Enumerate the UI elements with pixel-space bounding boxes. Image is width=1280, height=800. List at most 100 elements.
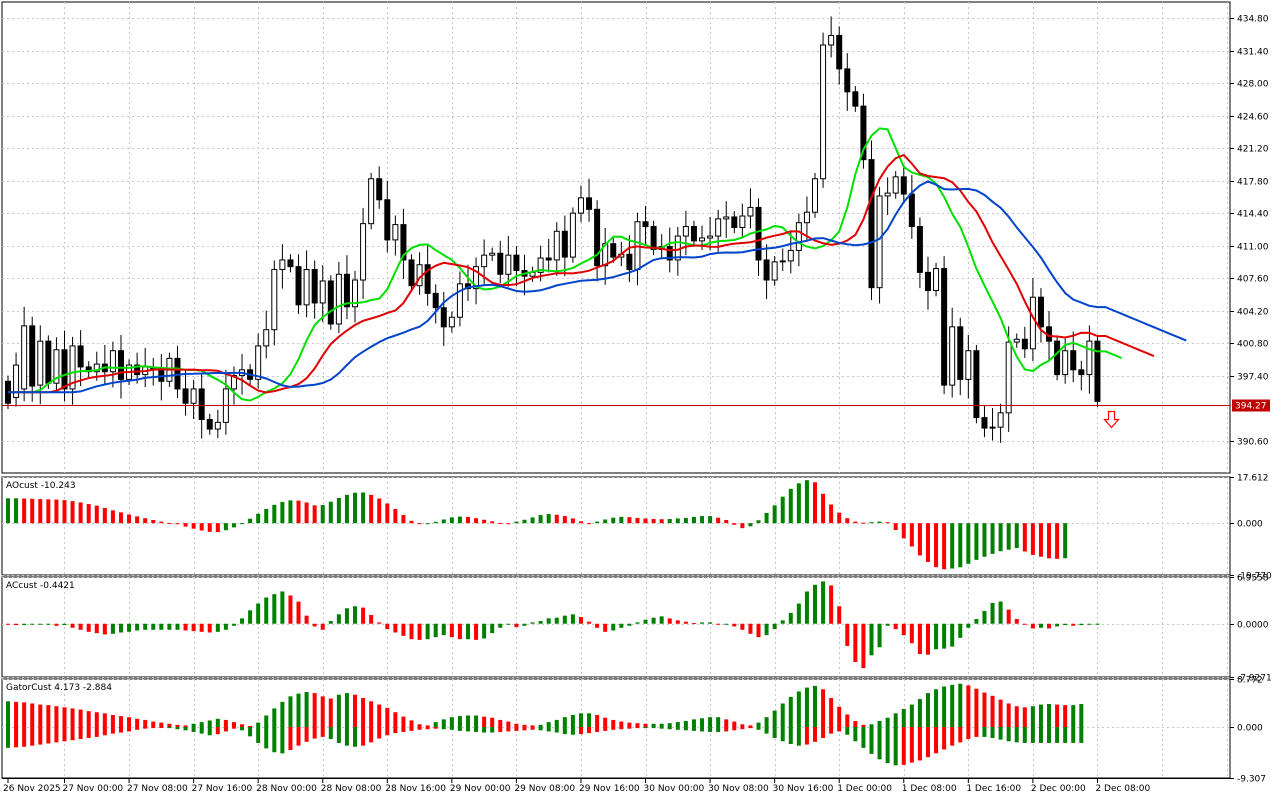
histogram-bar-down <box>385 503 390 524</box>
gator-bar-down <box>94 712 99 728</box>
chart-panels: 434.80 431.40 428.00 424.60 421.20 417.80 414.… <box>1 1 1272 785</box>
histogram-bar-down <box>449 623 454 638</box>
gator-bar-up <box>248 727 253 737</box>
histogram-bar-down <box>127 514 132 524</box>
histogram-bar-up <box>256 603 261 624</box>
histogram-bar-down <box>54 623 59 626</box>
gator-bar-down <box>934 727 939 754</box>
gator-bar-up <box>772 710 777 728</box>
gator-bar-down <box>966 727 971 740</box>
histogram-bar-down <box>94 623 99 634</box>
gator-bar-up <box>796 691 801 728</box>
y-tick-label: 434.80 <box>1237 15 1269 25</box>
histogram-bar-down <box>417 623 422 640</box>
histogram-bar-down <box>667 618 672 624</box>
histogram-bar-down <box>578 617 583 624</box>
histogram-bar-up <box>700 516 705 524</box>
gator-bar-up <box>587 713 592 728</box>
histogram-bar-down <box>716 623 721 625</box>
gator-bar-up <box>700 718 705 728</box>
gator-bar-down <box>813 727 817 742</box>
gator-bar-down <box>288 727 293 751</box>
gator-bar-up <box>183 727 188 731</box>
gator-bar-up <box>1006 727 1011 742</box>
gator-bar-up <box>570 714 575 728</box>
bear-candle <box>400 224 407 261</box>
panel-accust: 6.9558 0.0000 -7.9271 ACcust -0.4421 <box>1 574 1272 684</box>
gator-bar-down <box>861 724 866 728</box>
bull-candle <box>69 345 76 390</box>
bear-candle <box>844 68 851 93</box>
gator-bar-up <box>441 719 446 728</box>
gator-bar-down <box>46 727 51 744</box>
histogram-bar-up <box>877 521 882 524</box>
gator-bar-down <box>143 727 148 729</box>
histogram-bar-up <box>958 623 963 638</box>
histogram-bar-down <box>893 523 898 530</box>
bull-candle <box>739 215 746 228</box>
bear-candle <box>755 206 762 261</box>
gator-bar-down <box>62 727 67 742</box>
histogram-bar-up <box>248 518 253 524</box>
y-tick-label: 424.60 <box>1237 113 1269 123</box>
histogram-bar-down <box>102 507 107 524</box>
bear-candle <box>61 349 68 390</box>
histogram-bar-up <box>788 488 793 524</box>
gator-bar-up <box>215 718 220 728</box>
histogram-bar-down <box>183 623 188 631</box>
bear-candle <box>545 257 552 261</box>
histogram-bar-up <box>635 622 640 624</box>
gator-bar-up <box>796 727 801 746</box>
gator-bar-up <box>813 685 817 728</box>
gator-bar-down <box>102 727 107 736</box>
candle <box>69 336 76 405</box>
gator-bar-down <box>804 727 809 745</box>
bull-candle <box>37 340 44 386</box>
gator-bar-down <box>304 727 309 742</box>
gator-bar-down <box>627 727 632 729</box>
gator-bar-down <box>627 722 632 728</box>
bear-candle <box>973 350 980 419</box>
bear-candle <box>924 271 931 292</box>
gator-bar-down <box>86 711 91 728</box>
histogram-bar-up <box>595 521 600 524</box>
gator-bar-down <box>361 698 366 728</box>
candle <box>916 217 923 289</box>
histogram-bar-down <box>110 510 115 524</box>
histogram-bar-up <box>425 623 430 640</box>
bull-candle <box>828 34 835 46</box>
histogram-bar-up <box>748 523 753 527</box>
histogram-bar-down <box>837 512 842 524</box>
y-tick-label: -7.9271 <box>1237 674 1272 684</box>
histogram-bar-up <box>651 617 656 624</box>
candle <box>295 254 302 314</box>
panel-frame <box>1 476 1231 576</box>
y-tick-label: 428.00 <box>1237 80 1269 90</box>
histogram-bar-down <box>312 505 317 524</box>
histogram-bar-down <box>925 523 930 562</box>
gator-bar-up <box>1071 705 1076 728</box>
bull-candle <box>505 254 512 275</box>
gator-bar-up <box>344 693 349 728</box>
candle <box>650 220 657 256</box>
gator-bar-down <box>248 725 253 728</box>
bull-candle <box>53 349 60 384</box>
bear-candle <box>868 159 875 289</box>
bear-candle <box>29 325 36 387</box>
gator-bar-down <box>506 721 511 728</box>
gator-bar-up <box>199 722 204 728</box>
histogram-bar-up <box>691 516 696 524</box>
candle <box>779 248 786 271</box>
bear-candle <box>1037 296 1044 328</box>
gator-bar-up <box>1063 727 1068 743</box>
gator-bar-up <box>667 727 672 730</box>
histogram-bar-down <box>643 518 648 524</box>
histogram-bar-up <box>659 616 664 624</box>
gator-bar-down <box>320 696 325 728</box>
histogram-bar-up <box>764 512 769 524</box>
candle <box>787 231 794 274</box>
candle <box>1029 278 1036 362</box>
gator-bar-up <box>675 722 680 728</box>
histogram-bar-down <box>909 523 914 547</box>
